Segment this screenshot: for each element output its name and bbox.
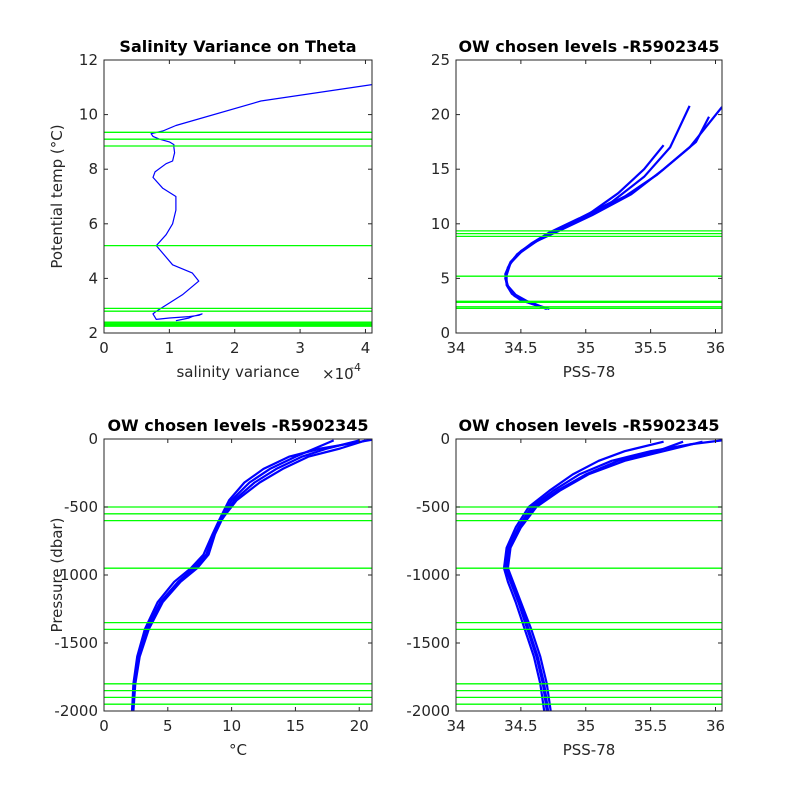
y-tick-label: 0	[440, 324, 450, 342]
chart-panel-2: 34 34.5 35 35.5 36 0 5 10 15 20 25 OW chosen levels…	[431, 37, 725, 381]
y-tick-label: 2	[88, 324, 98, 342]
chart-title: Salinity Variance on Theta	[119, 37, 356, 56]
x-tick-label: 35	[576, 339, 595, 357]
profile-line-2	[506, 440, 703, 711]
y-tick-label: -1500	[406, 634, 450, 652]
axes-box	[455, 59, 723, 334]
y-tick-label: 10	[79, 106, 98, 124]
y-tick-label: -1000	[406, 566, 450, 584]
x-tick-label: 34	[446, 717, 465, 735]
x-tick-label: 35	[576, 717, 595, 735]
x-tick-label: 35.5	[634, 717, 667, 735]
x-tick-label: 15	[286, 717, 305, 735]
x-tick-label: 35.5	[634, 339, 667, 357]
x-tick-label: 5	[163, 717, 173, 735]
x-exponent-superscript: -4	[350, 361, 361, 374]
chart-panel-3: 0 5 10 15 20 -2000 -1500 -1000 -500 0 OW chosen le…	[48, 416, 373, 759]
axes-box	[103, 59, 373, 334]
chart-title: OW chosen levels -R5902345	[107, 416, 368, 435]
profile-line-4	[504, 116, 710, 311]
x-tick-label: 20	[350, 717, 369, 735]
y-tick-label: 4	[88, 269, 98, 287]
x-tick-label: 4	[361, 339, 371, 357]
y-tick-label: 10	[431, 215, 450, 233]
x-axis-label: salinity variance	[176, 363, 299, 381]
x-tick-label: 34.5	[504, 339, 537, 357]
y-tick-label: 20	[431, 106, 450, 124]
y-tick-label: 5	[440, 269, 450, 287]
series-group	[104, 84, 372, 327]
y-tick-label: -500	[416, 498, 450, 516]
x-tick-label: 0	[99, 717, 109, 735]
series-group	[456, 439, 722, 711]
chart-title: OW chosen levels -R5902345	[458, 37, 719, 56]
y-tick-label: -1000	[54, 566, 98, 584]
plot-area	[456, 439, 722, 711]
profile-line-1	[504, 439, 722, 711]
y-tick-label: 12	[79, 51, 98, 69]
series-group	[456, 105, 722, 311]
chart-panel-4: 34 34.5 35 35.5 36 -2000 -1500 -1000 -500 0 OW cho…	[406, 416, 725, 759]
series-group	[104, 439, 372, 711]
x-tick-label: 36	[706, 717, 725, 735]
profile-line-4	[131, 439, 366, 711]
plot-area	[104, 60, 372, 333]
chart-title: OW chosen levels -R5902345	[458, 416, 719, 435]
x-tick-label: 1	[165, 339, 175, 357]
plot-area	[104, 439, 372, 711]
x-tick-label: 2	[230, 339, 240, 357]
x-tick-label: 0	[99, 339, 109, 357]
plot-area	[456, 60, 722, 333]
x-axis-label: PSS-78	[563, 741, 616, 759]
y-tick-label: -1500	[54, 634, 98, 652]
x-exponent-label: ×10	[322, 365, 354, 383]
y-tick-label: 15	[431, 160, 450, 178]
y-tick-label: -2000	[406, 702, 450, 720]
x-axis-label: °C	[229, 741, 247, 759]
y-axis-label: Pressure (dbar)	[48, 518, 66, 633]
x-tick-label: 3	[295, 339, 305, 357]
y-tick-label: 6	[88, 215, 98, 233]
profile-line-3	[502, 440, 664, 711]
y-tick-label: 0	[88, 430, 98, 448]
y-tick-label: 25	[431, 51, 450, 69]
y-tick-label: 0	[440, 430, 450, 448]
x-tick-label: 36	[706, 339, 725, 357]
y-tick-label: -500	[64, 498, 98, 516]
x-axis-label: PSS-78	[563, 363, 616, 381]
y-axis-label: Potential temp (°C)	[48, 124, 66, 268]
x-tick-label: 34.5	[504, 717, 537, 735]
x-tick-label: 34	[446, 339, 465, 357]
x-tick-label: 10	[222, 717, 241, 735]
profile-line-4	[505, 440, 684, 711]
y-tick-label: -2000	[54, 702, 98, 720]
y-tick-label: 8	[88, 160, 98, 178]
